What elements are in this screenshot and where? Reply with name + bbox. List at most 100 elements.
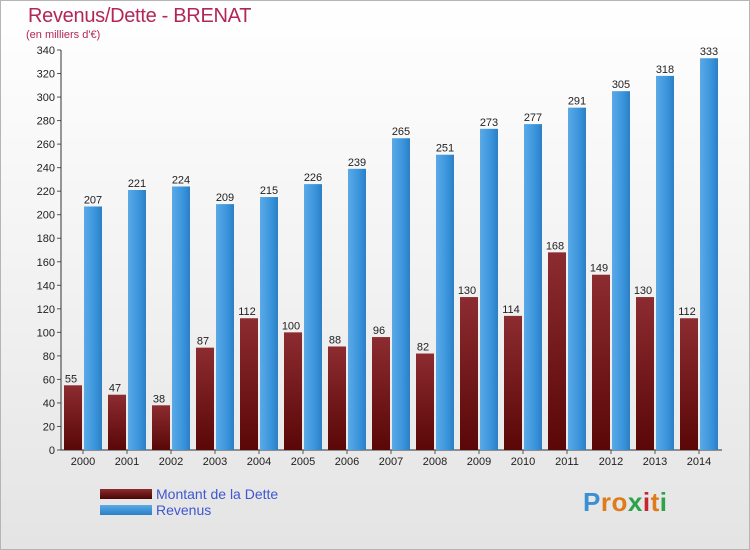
- bar-dette: [416, 353, 434, 450]
- data-label-revenus: 226: [304, 172, 322, 184]
- legend-label-dette: Montant de la Dette: [156, 486, 279, 502]
- y-tick-label: 0: [49, 445, 55, 457]
- logo-letter: x: [627, 487, 643, 517]
- x-tick-label: 2014: [687, 456, 711, 468]
- data-label-dette: 87: [197, 336, 209, 348]
- x-tick-label: 2009: [467, 456, 491, 468]
- data-label-dette: 168: [546, 240, 564, 252]
- y-tick-label: 340: [37, 45, 55, 57]
- y-tick-label: 40: [43, 398, 55, 410]
- bar-dette: [504, 315, 522, 450]
- data-label-dette: 114: [502, 304, 520, 316]
- y-tick-label: 160: [37, 257, 55, 269]
- logo-letter: t: [650, 487, 660, 517]
- bar-revenus: [172, 186, 190, 450]
- bar-dette: [152, 405, 170, 450]
- x-tick-label: 2013: [643, 456, 667, 468]
- data-label-revenus: 265: [392, 126, 410, 138]
- data-label-revenus: 305: [612, 79, 630, 91]
- data-label-dette: 130: [458, 285, 476, 297]
- data-label-revenus: 221: [128, 178, 146, 190]
- bar-revenus: [348, 168, 366, 450]
- bar-revenus: [304, 184, 322, 450]
- data-label-revenus: 239: [348, 157, 366, 169]
- y-tick-label: 120: [37, 304, 55, 316]
- data-label-revenus: 291: [568, 96, 586, 108]
- bar-dette: [64, 385, 82, 450]
- data-label-dette: 100: [282, 320, 300, 332]
- data-label-revenus: 224: [172, 174, 190, 186]
- proxiti-logo: Proxiti: [583, 487, 667, 518]
- data-label-dette: 112: [678, 306, 696, 318]
- x-tick-label: 2010: [511, 456, 535, 468]
- bar-revenus: [392, 138, 410, 450]
- x-tick-label: 2004: [247, 456, 271, 468]
- bar-dette: [680, 318, 698, 450]
- data-label-dette: 149: [590, 263, 608, 275]
- data-label-dette: 88: [329, 334, 341, 346]
- bar-revenus: [612, 91, 630, 451]
- y-tick-label: 140: [37, 280, 55, 292]
- bar-revenus: [656, 75, 674, 450]
- y-tick-label: 180: [37, 233, 55, 245]
- bar-dette: [328, 346, 346, 450]
- data-label-revenus: 207: [84, 194, 102, 206]
- bar-dette: [460, 297, 478, 450]
- y-tick-label: 60: [43, 374, 55, 386]
- y-tick-label: 280: [37, 116, 55, 128]
- y-tick-label: 220: [37, 186, 55, 198]
- bar-dette: [284, 332, 302, 450]
- logo-letter: P: [583, 487, 601, 517]
- bar-dette: [240, 318, 258, 450]
- x-tick-label: 2006: [335, 456, 359, 468]
- x-tick-label: 2011: [555, 456, 579, 468]
- data-label-revenus: 277: [524, 112, 542, 124]
- x-tick-label: 2008: [423, 456, 447, 468]
- data-label-revenus: 251: [436, 143, 454, 155]
- data-label-dette: 38: [153, 393, 165, 405]
- x-tick-label: 2001: [115, 456, 139, 468]
- y-tick-label: 300: [37, 92, 55, 104]
- data-label-revenus: 318: [656, 64, 674, 76]
- logo-letter: r: [600, 487, 612, 517]
- bar-revenus: [84, 206, 102, 450]
- bar-dette: [548, 252, 566, 450]
- x-tick-label: 2012: [599, 456, 623, 468]
- y-tick-label: 240: [37, 163, 55, 175]
- bar-revenus: [524, 124, 542, 450]
- bar-revenus: [436, 154, 454, 451]
- x-tick-label: 2000: [71, 456, 95, 468]
- y-tick-label: 80: [43, 351, 55, 363]
- bar-dette: [196, 347, 214, 450]
- bar-revenus: [568, 107, 586, 450]
- chart-title: Revenus/Dette - BRENAT: [28, 5, 252, 27]
- data-label-revenus: 333: [700, 46, 718, 58]
- logo-letter: o: [611, 487, 628, 517]
- bar-dette: [636, 297, 654, 450]
- y-tick-label: 20: [43, 421, 55, 433]
- bar-dette: [592, 274, 610, 450]
- bar-revenus: [700, 58, 718, 451]
- chart-subtitle: (en milliers d'€): [26, 29, 101, 41]
- bar-chart: 0 20 40 60 80 100 120 140 160 180 200 220 240 260 280 3…: [37, 45, 722, 468]
- y-tick-label: 100: [37, 327, 55, 339]
- legend-label-revenus: Revenus: [156, 502, 212, 518]
- bar-revenus: [128, 190, 146, 450]
- x-tick-label: 2003: [203, 456, 227, 468]
- logo-letter: i: [659, 487, 668, 517]
- bar-dette: [108, 394, 126, 450]
- data-label-revenus: 209: [216, 192, 234, 204]
- data-label-dette: 47: [109, 383, 121, 395]
- data-label-dette: 82: [417, 342, 429, 354]
- legend-swatch-dette: [100, 489, 152, 499]
- legend-swatch-revenus: [100, 505, 152, 515]
- data-label-revenus: 215: [260, 185, 278, 197]
- data-label-dette: 55: [65, 373, 77, 385]
- data-label-dette: 96: [373, 325, 385, 337]
- x-tick-label: 2005: [291, 456, 315, 468]
- data-label-revenus: 273: [480, 117, 498, 129]
- logo-letter: i: [642, 487, 651, 517]
- bar-dette: [372, 337, 390, 450]
- x-tick-label: 2002: [159, 456, 183, 468]
- y-tick-label: 260: [37, 139, 55, 151]
